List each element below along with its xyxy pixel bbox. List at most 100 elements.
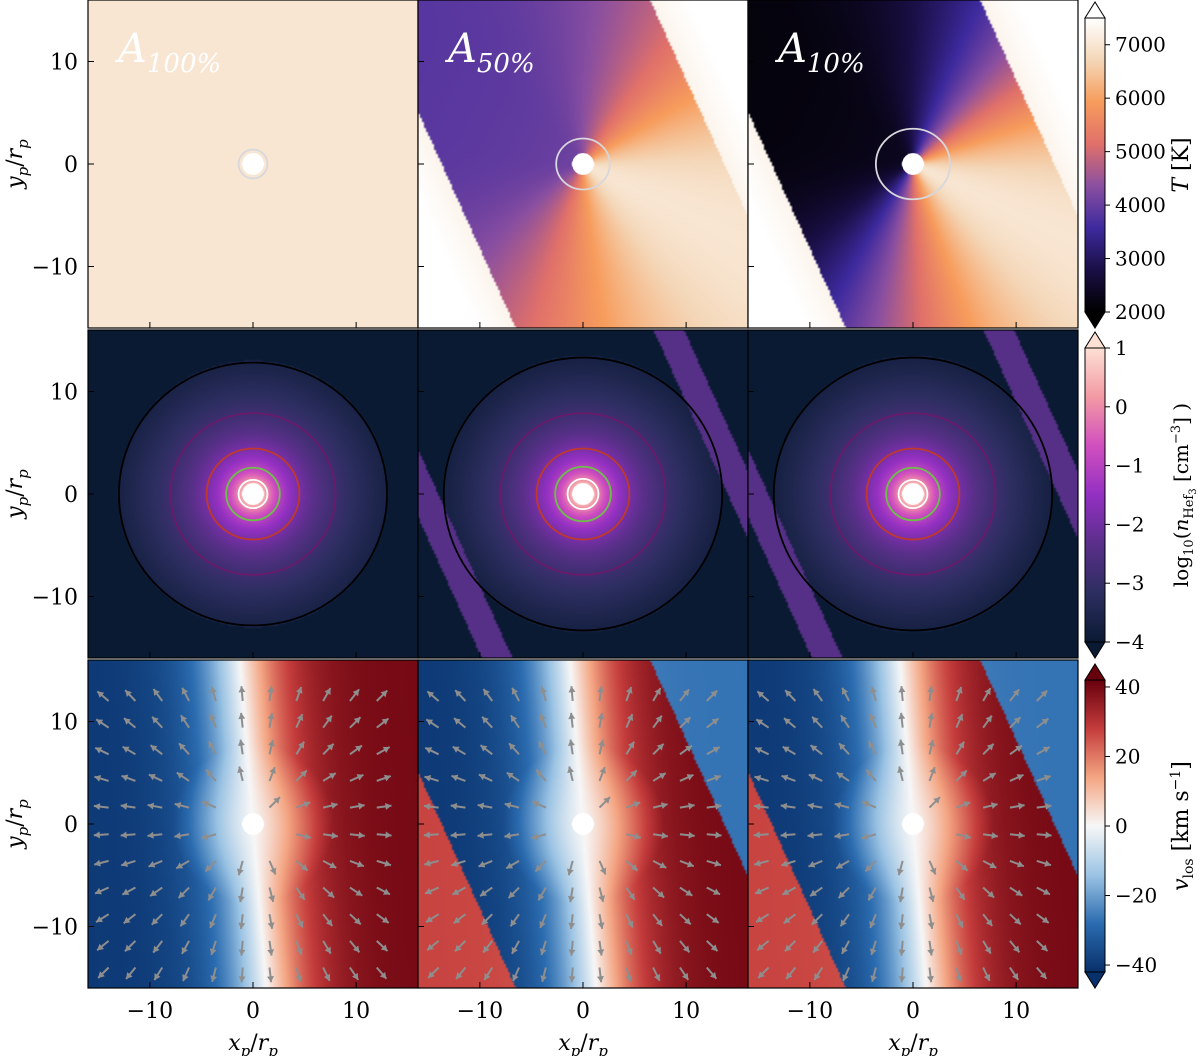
velocity-arrow-head [353, 717, 361, 724]
velocity-arrow-head [684, 917, 691, 925]
velocity-arrow-head [511, 687, 519, 695]
velocity-arrow-head [174, 801, 182, 809]
velocity-arrow-head [509, 743, 516, 751]
velocity-arrow-head [354, 917, 361, 925]
velocity-arrow-head [836, 772, 844, 779]
velocity-arrow-head [781, 860, 789, 867]
velocity-arrow-head [654, 688, 661, 696]
density-contour [118, 361, 388, 627]
planet-disk [902, 153, 924, 175]
velocity-arrow-head [758, 971, 765, 979]
velocity-arrow-head [808, 861, 816, 868]
y-tick-label: −10 [32, 256, 78, 281]
velocity-arrow-head [324, 688, 331, 696]
velocity-arrow-head [991, 832, 998, 840]
velocity-arrow-head [985, 919, 993, 926]
velocity-arrow-head [929, 867, 937, 875]
velocity-arrow-head [451, 860, 459, 867]
velocity-arrow-head [380, 944, 388, 952]
x-axis-label: xp/rp [888, 1031, 938, 1056]
velocity-arrow-head [456, 972, 463, 980]
panel-label: A10% [774, 26, 865, 79]
velocity-arrow-head [296, 947, 303, 955]
velocity-arrow-head [682, 945, 690, 953]
velocity-arrow-head [836, 862, 844, 869]
velocity-arrow-head [201, 833, 209, 840]
x-tick-label: 10 [342, 999, 370, 1024]
velocity-arrow-head [94, 775, 102, 782]
velocity-arrow-head [927, 922, 935, 929]
velocity-arrow-head [181, 946, 188, 954]
velocity-arrow-head [202, 800, 210, 808]
velocity-arrow-head [358, 802, 365, 810]
colorbar-extend-top [1084, 331, 1106, 349]
velocity-arrow-head [269, 767, 276, 774]
velocity-arrow-head [450, 802, 458, 810]
velocity-arrow-head [713, 774, 721, 782]
velocity-arrow-head [963, 801, 971, 808]
velocity-arrow-head [897, 895, 905, 903]
velocity-arrow-head [150, 889, 158, 897]
velocity-arrow-head [1015, 745, 1022, 752]
velocity-arrow-head [1041, 718, 1049, 725]
density-contour [442, 356, 724, 632]
velocity-arrow-head [869, 686, 877, 694]
velocity-arrow-head [598, 739, 605, 747]
velocity-arrow-head [540, 975, 548, 982]
velocity-arrow-head [568, 686, 576, 693]
velocity-arrow-head [866, 769, 873, 777]
velocity-arrow-head [423, 803, 431, 811]
velocity-arrow-head [755, 747, 763, 754]
velocity-arrow-head [1016, 774, 1024, 781]
colorbar-label: vlos [km s−1] [1168, 761, 1197, 891]
velocity-arrow-head [238, 976, 246, 983]
density-contour [829, 412, 997, 576]
velocity-arrow-head [381, 916, 389, 923]
density-contour [205, 447, 301, 541]
velocity-arrow-head [379, 971, 387, 979]
velocity-arrow-head [986, 743, 994, 751]
velocity-arrow-head [688, 831, 695, 839]
velocity-arrow-head [630, 864, 638, 871]
velocity-arrow-head [810, 889, 818, 897]
velocity-arrow-head [1040, 690, 1048, 698]
velocity-arrow-head [808, 773, 816, 781]
velocity-arrow-head [897, 739, 905, 747]
velocity-arrow-head [813, 689, 820, 696]
velocity-arrow-head [1018, 802, 1025, 810]
colorbar-tick-label: 5000 [1115, 140, 1166, 164]
velocity-arrow-head [96, 719, 104, 726]
velocity-arrow-head [237, 895, 245, 903]
velocity-arrow-head [480, 745, 488, 752]
velocity-arrow-head [933, 797, 941, 804]
velocity-arrow-head [1018, 831, 1025, 839]
velocity-arrow-head [95, 747, 103, 754]
velocity-arrow-head [238, 922, 246, 929]
velocity-arrow-head [955, 974, 963, 982]
velocity-arrow-head [840, 919, 847, 927]
colorbar-label: T [K] [1169, 137, 1194, 192]
panel-label: A100% [114, 26, 221, 79]
velocity-arrow-head [984, 946, 991, 954]
velocity-arrow-head [428, 971, 435, 979]
velocity-arrow-head [783, 718, 791, 725]
velocity-arrow-head [927, 949, 935, 956]
velocity-arrow-head [927, 975, 934, 983]
y-tick-label: 10 [50, 711, 78, 736]
velocity-arrow-head [205, 864, 213, 872]
velocity-arrow-head [478, 861, 486, 868]
velocity-arrow-head [97, 691, 105, 698]
velocity-arrow-head [715, 831, 722, 839]
velocity-arrow-head [181, 687, 189, 695]
velocity-arrow-head [180, 919, 187, 927]
velocity-arrow-head [426, 719, 434, 726]
velocity-arrow-head [383, 774, 391, 782]
colorbar-extend-top [1084, 663, 1106, 681]
velocity-arrow-head [450, 831, 457, 839]
y-tick-label: 10 [50, 51, 78, 76]
velocity-arrow-head [295, 686, 303, 694]
velocity-arrow-head [304, 832, 311, 840]
density-contour [897, 478, 929, 510]
velocity-arrow-head [147, 802, 155, 810]
velocity-arrow-head [298, 892, 305, 900]
